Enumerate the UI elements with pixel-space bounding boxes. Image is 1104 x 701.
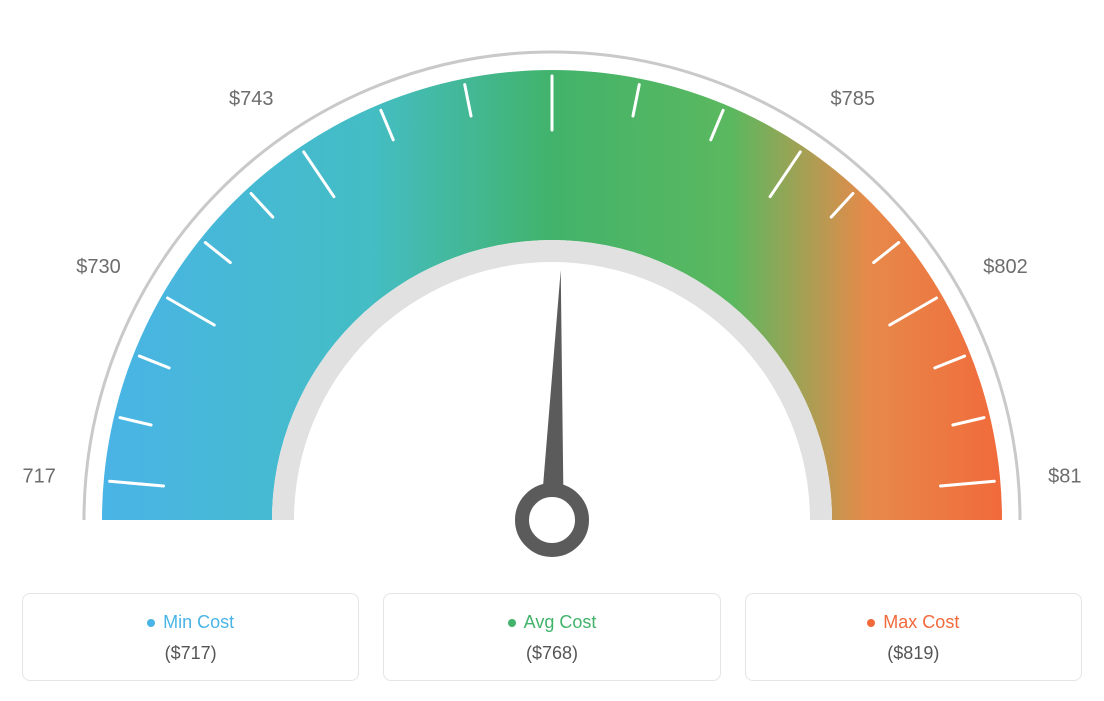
legend-value: ($768) (394, 643, 709, 664)
legend-dot-icon (867, 619, 875, 627)
legend-label: Min Cost (147, 612, 234, 633)
legend-label-text: Avg Cost (524, 612, 597, 633)
gauge-tick-label: $802 (983, 256, 1028, 278)
legend-dot-icon (147, 619, 155, 627)
legend-label: Max Cost (867, 612, 959, 633)
gauge-tick-label: $785 (830, 88, 875, 110)
gauge-tick-label: $743 (229, 88, 274, 110)
cost-gauge-chart: $717 $730 $743 $768 $785 $802 $819 (22, 20, 1082, 565)
gauge-svg: $717 $730 $743 $768 $785 $802 $819 (22, 20, 1082, 560)
legend-card: Min Cost ($717) (22, 593, 359, 681)
gauge-tick-label: $730 (76, 256, 121, 278)
legend-label: Avg Cost (508, 612, 597, 633)
legend-label-text: Max Cost (883, 612, 959, 633)
legend-card: Max Cost ($819) (745, 593, 1082, 681)
gauge-tick-label: $768 (530, 20, 575, 23)
gauge-tick-label: $717 (22, 466, 56, 488)
legend-row: Min Cost ($717) Avg Cost ($768) Max Cost ($81… (22, 593, 1082, 681)
legend-value: ($717) (33, 643, 348, 664)
legend-label-text: Min Cost (163, 612, 234, 633)
legend-dot-icon (508, 619, 516, 627)
gauge-tick-label: $819 (1048, 466, 1082, 488)
legend-value: ($819) (756, 643, 1071, 664)
legend-card: Avg Cost ($768) (383, 593, 720, 681)
